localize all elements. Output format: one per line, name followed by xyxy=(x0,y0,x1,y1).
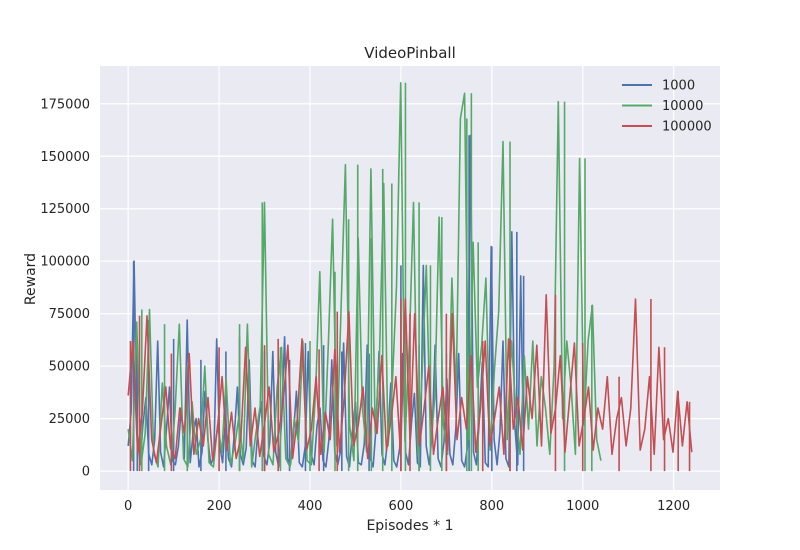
y-tick-label: 0 xyxy=(82,465,90,480)
x-axis-label: Episodes * 1 xyxy=(366,518,453,534)
y-tick-label: 175000 xyxy=(40,97,90,112)
y-tick-label: 150000 xyxy=(40,150,90,165)
chart-title: VideoPinball xyxy=(364,44,455,62)
legend-label-100000: 100000 xyxy=(662,120,712,135)
legend-label-1000: 1000 xyxy=(662,79,695,94)
y-tick-label: 75000 xyxy=(49,307,90,322)
series-group xyxy=(127,82,693,472)
y-axis-label: Reward xyxy=(23,253,39,305)
legend-label-10000: 10000 xyxy=(662,99,703,114)
y-tick-label: 125000 xyxy=(40,202,90,217)
x-tick-labels: 0 200 400 600 800 1000 1200 xyxy=(124,499,690,514)
y-tick-label: 25000 xyxy=(49,412,90,427)
x-tick-label: 0 xyxy=(124,499,132,514)
x-tick-label: 800 xyxy=(479,499,504,514)
x-tick-label: 1200 xyxy=(657,499,690,514)
y-tick-label: 50000 xyxy=(49,360,90,375)
x-tick-label: 600 xyxy=(388,499,413,514)
y-tick-label: 100000 xyxy=(40,255,90,270)
legend: 1000 10000 100000 xyxy=(622,79,712,135)
x-tick-label: 400 xyxy=(298,499,323,514)
x-tick-label: 1000 xyxy=(566,499,599,514)
x-tick-label: 200 xyxy=(207,499,232,514)
y-tick-labels: 0 25000 50000 75000 100000 125000 150000 175000 xyxy=(40,97,90,479)
